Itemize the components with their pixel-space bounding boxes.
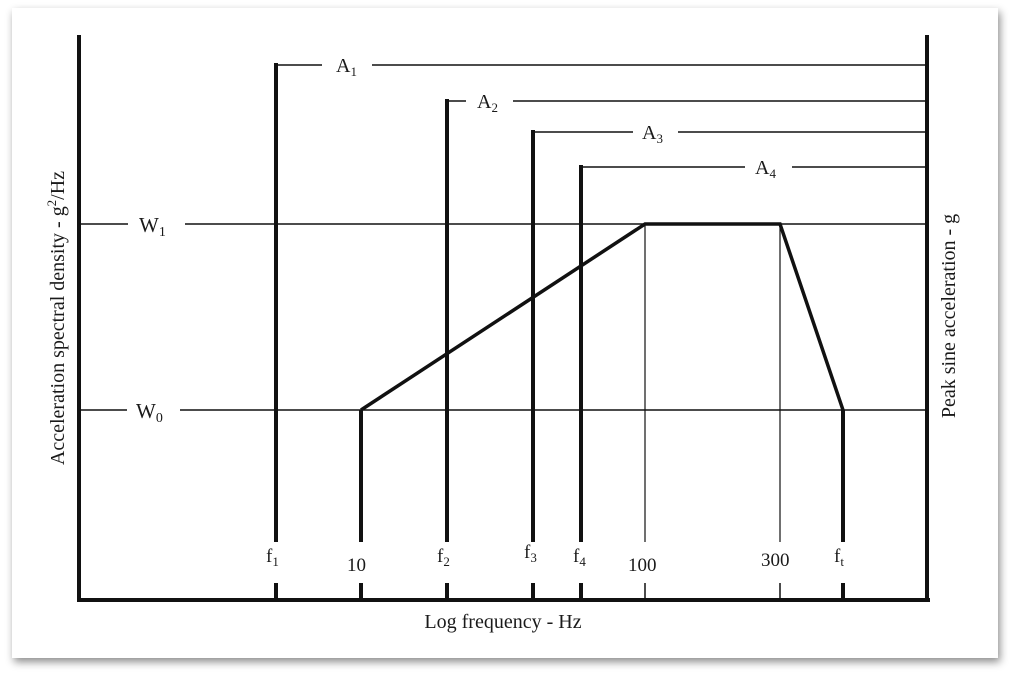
w1-label: W1 [139,213,166,240]
f2-label: f2 [437,546,450,569]
x-axis-title: Log frequency - Hz [424,611,581,633]
level-lines [79,223,927,411]
f4-label: f4 [573,546,586,569]
plot-box [77,35,930,602]
ft-label: ft [834,546,844,569]
amplitude-lines [275,64,927,168]
hundred-label: 100 [628,555,657,576]
w0-label: W0 [136,399,163,426]
a2-label: A2 [477,91,498,115]
a1-label: A1 [336,55,357,79]
y-axis-left-title: Acceleration spectral density - g2/Hz [44,171,69,465]
thin-verticals [644,224,781,542]
f3-label: f3 [524,542,537,565]
y-axis-right-title: Peak sine acceleration - g [938,214,960,418]
f1-label: f1 [266,546,279,569]
a4-label: A4 [755,157,776,181]
ten-label: 10 [347,555,366,576]
diagram-frame [12,8,998,658]
x-tick-marks [274,583,845,600]
a3-label: A3 [642,122,663,146]
sine-verticals [274,63,845,542]
random-spectrum-profile [360,222,845,412]
three-hundred-label: 300 [761,550,790,571]
